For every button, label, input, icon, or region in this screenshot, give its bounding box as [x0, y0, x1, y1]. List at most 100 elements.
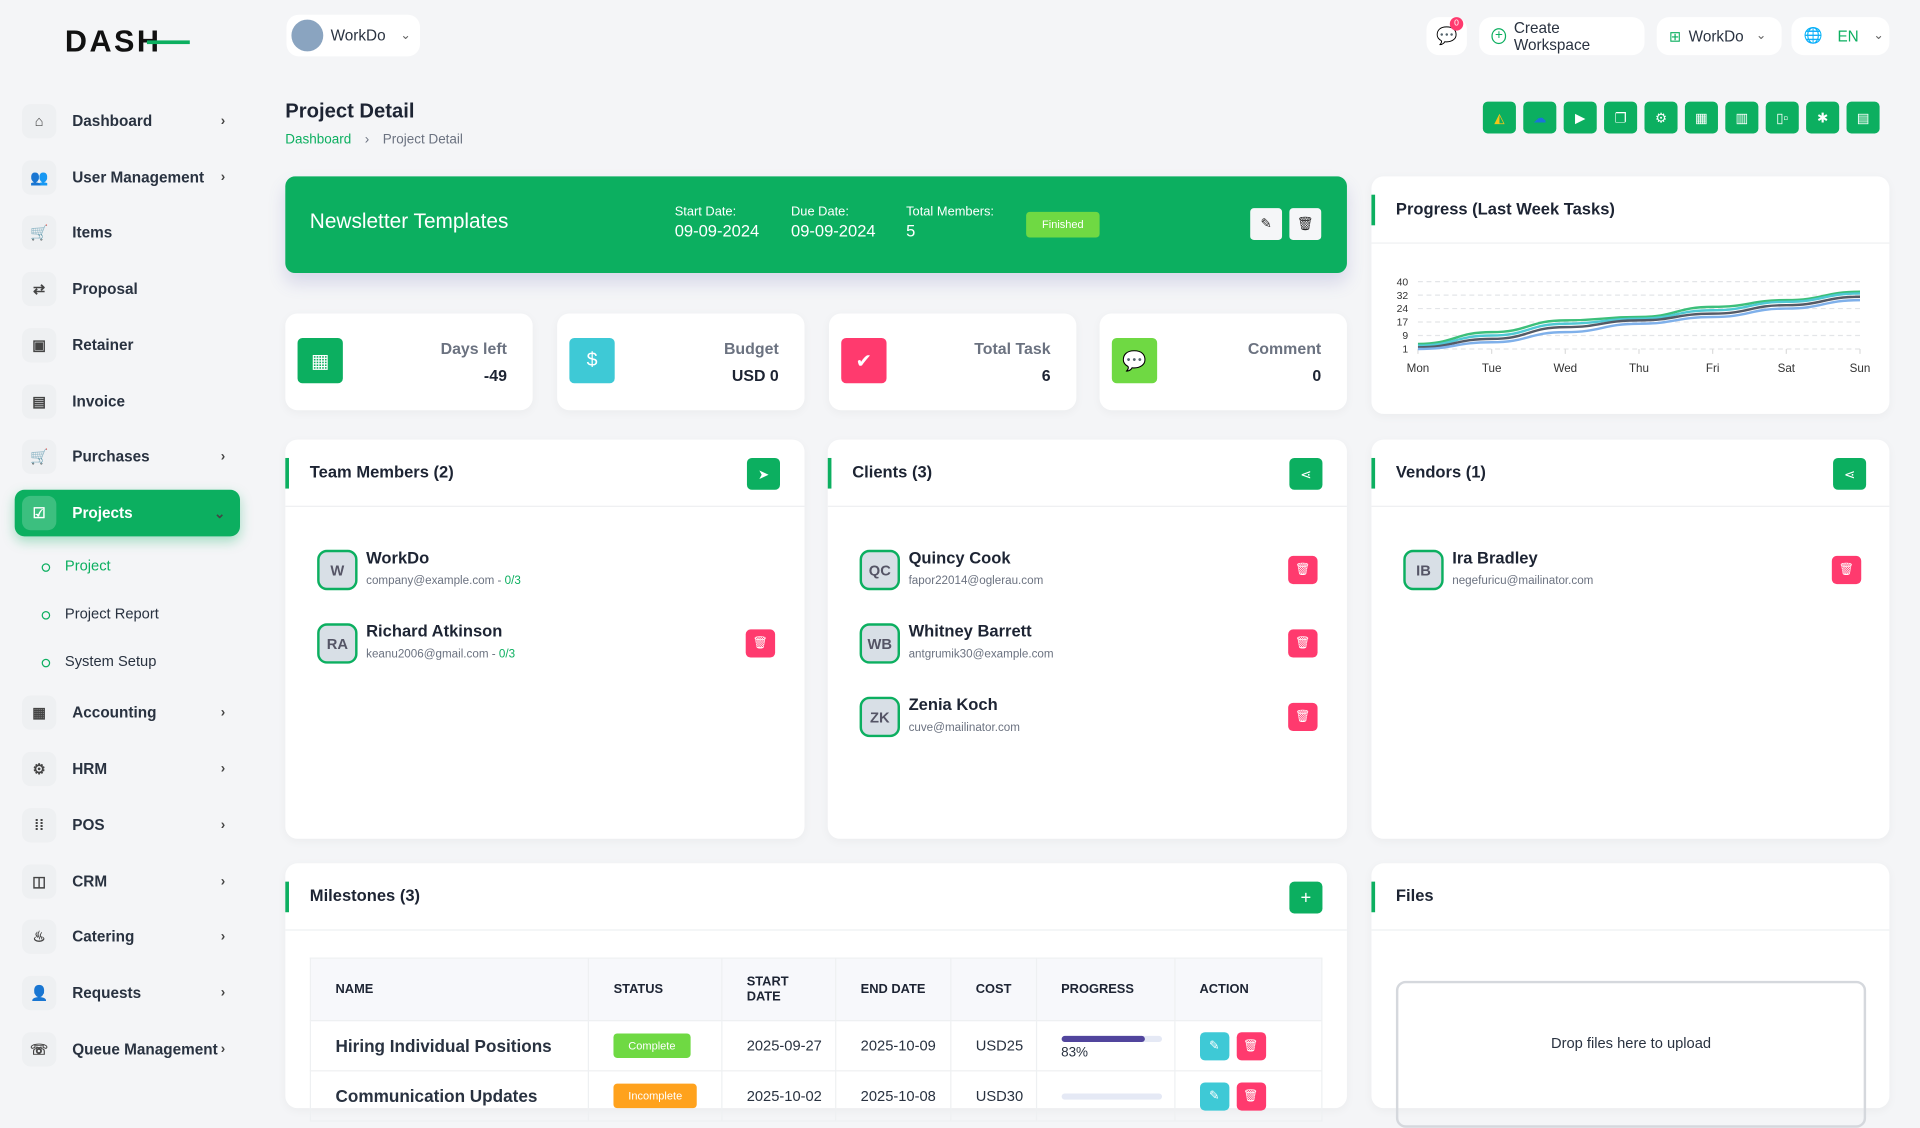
remove-member-button[interactable]: 🗑 — [1831, 555, 1862, 585]
share-vendors-button[interactable]: ⋖ — [1833, 457, 1867, 490]
sidebar-item-label: Accounting — [72, 704, 157, 722]
milestone-end: 2025-10-09 — [834, 1020, 952, 1072]
avatar: W — [317, 549, 358, 591]
brand-logo[interactable]: DASH — [64, 24, 162, 59]
comment-icon: 💬 — [1111, 337, 1158, 384]
workspace-name: WorkDo — [330, 26, 386, 45]
stat-value: 6 — [1041, 366, 1051, 385]
sidebar-item-purchases[interactable]: 🛒 Purchases › — [15, 433, 240, 480]
google-drive-icon: ◭ — [1494, 110, 1505, 126]
create-workspace-button[interactable]: + Create Workspace — [1479, 17, 1645, 56]
share-clients-button[interactable]: ⋖ — [1289, 457, 1323, 490]
member-name: Zenia Koch — [908, 695, 998, 714]
workspace-selector[interactable]: WorkDo ⌄ — [286, 14, 421, 57]
member-email: cuve@mailinator.com — [909, 721, 1020, 734]
remove-member-button[interactable]: 🗑 — [1288, 629, 1318, 658]
google-drive-button[interactable]: ◭ — [1482, 101, 1516, 134]
workspace-menu[interactable]: ⊞ WorkDo ⌄ — [1656, 17, 1782, 56]
sidebar-item-hrm[interactable]: ⚙ HRM › — [15, 746, 240, 793]
progress-fill — [1061, 1035, 1145, 1043]
member-item: QC Quincy Cook fapor22014@oglerau.com — [859, 549, 1325, 599]
chart-button[interactable]: ▥ — [1725, 101, 1759, 134]
member-item: ZK Zenia Koch cuve@mailinator.com — [859, 695, 1325, 746]
sidebar-subitem-project-report[interactable]: Project Report — [41, 604, 159, 623]
column-header: NAME — [309, 957, 590, 1022]
column-header: STATUS — [587, 957, 723, 1022]
edit-milestone-button[interactable]: ✎ — [1199, 1081, 1229, 1111]
add-milestone-button[interactable]: + — [1289, 881, 1323, 914]
hrm-icon: ⚙ — [22, 751, 57, 787]
stat-card-comment: 💬 Comment 0 — [1099, 313, 1347, 411]
report-button[interactable]: ▤ — [1846, 101, 1880, 134]
action-cell: ✎ 🗑 — [1173, 1070, 1323, 1122]
sidebar-item-queue-management[interactable]: ☏ Queue Management › — [15, 1026, 240, 1073]
language-selector[interactable]: 🌐 EN ⌄ — [1791, 17, 1890, 56]
milestones-card: Milestones (3) + NAME STATUS START DATE END… — [285, 863, 1347, 1122]
calendar-icon: ▦ — [1695, 110, 1708, 126]
remove-member-button[interactable]: 🗑 — [1288, 702, 1318, 732]
breadcrumb-dashboard[interactable]: Dashboard — [285, 132, 352, 147]
sidebar-item-accounting[interactable]: ▦ Accounting › — [15, 689, 240, 736]
bug-button[interactable]: ✱ — [1806, 101, 1840, 134]
sidebar-item-items[interactable]: 🛒 Items — [15, 209, 240, 256]
sidebar-subitem-system-setup[interactable]: System Setup — [41, 652, 157, 670]
status-badge: Incomplete — [613, 1083, 697, 1109]
delete-milestone-button[interactable]: 🗑 — [1236, 1081, 1266, 1111]
crm-icon: ◫ — [22, 864, 57, 899]
milestone-cost: USD25 — [950, 1020, 1037, 1072]
progress-cell — [1035, 1070, 1175, 1122]
edit-milestone-button[interactable]: ✎ — [1199, 1031, 1229, 1060]
edit-project-button[interactable]: ✎ — [1250, 208, 1283, 241]
milestone-end: 2025-10-08 — [834, 1070, 952, 1122]
start-date-label: Start Date: — [674, 204, 737, 220]
stat-label: Budget — [723, 339, 779, 358]
sidebar-item-label: Invoice — [72, 393, 125, 411]
stat-value: -49 — [483, 366, 507, 385]
delete-milestone-button[interactable]: 🗑 — [1236, 1031, 1266, 1060]
sidebar-item-requests[interactable]: 👤 Requests › — [15, 970, 240, 1017]
sidebar-item-dashboard[interactable]: ⌂ Dashboard › — [15, 98, 240, 145]
sidebar-item-retainer[interactable]: ▣ Retainer — [15, 322, 240, 369]
trash-icon: 🗑 — [1295, 636, 1311, 651]
grid-icon: ▦ — [22, 695, 57, 730]
file-dropzone[interactable]: Drop files here to upload — [1395, 980, 1867, 1128]
invite-member-button[interactable]: ➤ — [746, 457, 781, 490]
home-icon: ⌂ — [22, 104, 57, 139]
chevron-right-icon: › — [220, 929, 226, 945]
trash-icon: 🗑 — [1838, 563, 1855, 577]
stat-card-total-task: ✔ Total Task 6 — [828, 313, 1077, 411]
progress-bar — [1061, 1093, 1162, 1100]
stat-value: USD 0 — [731, 366, 779, 385]
milestone-name: Communication Updates — [309, 1070, 590, 1122]
pencil-icon: ✎ — [1208, 1089, 1220, 1103]
kanban-button[interactable]: ▯▫ — [1765, 101, 1799, 134]
trash-icon: 🗑 — [1295, 710, 1311, 724]
sidebar-item-label: Queue Management — [72, 1040, 218, 1058]
series-line-2 — [1417, 295, 1861, 349]
onedrive-button[interactable]: ☁ — [1523, 101, 1557, 134]
calendar-button[interactable]: ▦ — [1684, 101, 1718, 134]
sidebar-item-catering[interactable]: ♨ Catering › — [15, 913, 240, 960]
sidebar-item-projects[interactable]: ☑ Projects ⌄ — [14, 489, 241, 537]
member-name: WorkDo — [366, 548, 430, 567]
remove-member-button[interactable]: 🗑 — [1288, 555, 1318, 585]
sidebar-item-invoice[interactable]: ▤ Invoice — [15, 378, 240, 425]
gear-button[interactable]: ⚙ — [1644, 101, 1678, 134]
sidebar-item-proposal[interactable]: ⇄ Proposal — [15, 266, 240, 313]
copy-button[interactable]: ❐ — [1604, 101, 1638, 134]
messages-button[interactable]: 💬 0 — [1426, 17, 1467, 56]
chevron-right-icon: › — [220, 761, 226, 777]
files-card: Files Drop files here to upload — [1371, 863, 1890, 1128]
sidebar-item-pos[interactable]: ⁞⁞ POS › — [15, 802, 240, 849]
sidebar-item-crm[interactable]: ◫ CRM › — [15, 858, 240, 905]
logo-underline — [146, 40, 190, 45]
progress-title: Progress (Last Week Tasks) — [1395, 199, 1615, 218]
sidebar-subitem-project[interactable]: Project — [41, 557, 111, 575]
chat-icon: 💬 — [1436, 25, 1458, 46]
progress-card: Progress (Last Week Tasks) 1 9 17 24 32 40 Mon… — [1371, 176, 1890, 414]
delete-project-button[interactable]: 🗑 — [1289, 208, 1322, 241]
remove-member-button[interactable]: 🗑 — [745, 629, 776, 658]
x-tick-label: Tue — [1482, 362, 1502, 375]
sidebar-item-user-management[interactable]: 👥 User Management › — [15, 154, 240, 201]
video-button[interactable]: ▶ — [1563, 101, 1597, 134]
